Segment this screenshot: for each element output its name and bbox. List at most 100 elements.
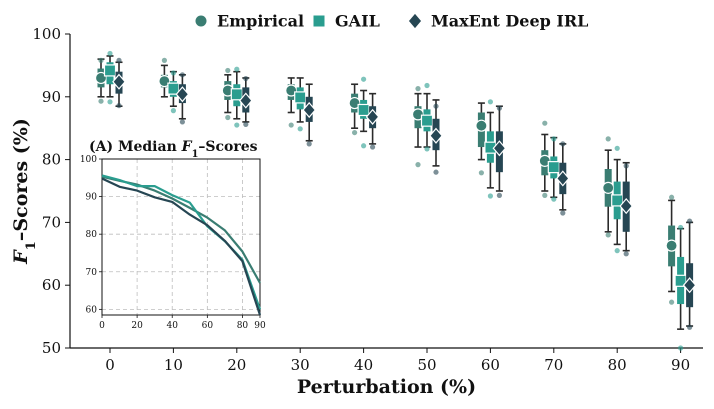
legend-label: Empirical (217, 12, 304, 31)
median-marker (294, 91, 307, 104)
median-marker (103, 64, 117, 77)
x-tick-label: 50 (417, 356, 436, 374)
inset-background (98, 135, 264, 331)
outlier-point (225, 67, 231, 74)
outlier-point (161, 57, 167, 63)
outlier-point (424, 82, 430, 89)
inset-x-tick-label: 60 (202, 321, 214, 331)
median-marker (619, 197, 634, 215)
median-marker (492, 140, 507, 157)
inset-frame (101, 158, 261, 316)
inset-title: (A) Median F1–Scores (89, 139, 258, 160)
inset-x-tick-label: 20 (131, 321, 143, 331)
inset-x-tick-label: 90 (254, 321, 266, 331)
inset-x-tick-label: 40 (166, 321, 178, 331)
median-marker (602, 181, 615, 194)
outlier-point (297, 126, 303, 132)
median-marker (238, 92, 253, 109)
median-marker (682, 277, 697, 294)
inset-x-tick-label: 80 (237, 321, 249, 331)
outlier-point (478, 170, 484, 176)
median-marker (429, 127, 443, 144)
outlier-point (433, 103, 439, 109)
outlier-point (234, 66, 240, 72)
outlier-point (487, 99, 493, 105)
x-tick-label: 40 (354, 356, 373, 374)
outlier-point (496, 105, 502, 111)
y-tick-label: 70 (42, 213, 61, 231)
x-tick-label: 0 (105, 356, 115, 374)
outlier-point (361, 143, 367, 149)
y-tick-label: 80 (42, 151, 61, 169)
outlier-point (669, 299, 675, 305)
outlier-point (288, 122, 294, 128)
legend-marker-2 (408, 13, 422, 29)
median-marker (475, 119, 488, 132)
outlier-point (98, 57, 104, 63)
x-tick-label: 80 (608, 356, 627, 374)
outlier-point (542, 192, 548, 198)
outlier-point (687, 324, 693, 330)
outlier-point (243, 75, 249, 82)
outlier-point (170, 70, 176, 76)
legend-label: GAIL (335, 12, 380, 31)
inset-y-tick-label: 90 (86, 193, 98, 203)
outlier-point (542, 120, 548, 126)
outlier-point (116, 57, 122, 63)
median-marker (302, 101, 317, 119)
median-marker (420, 114, 434, 127)
x-tick-label: 70 (544, 356, 563, 374)
y-tick-label: 100 (32, 25, 61, 43)
median-marker (665, 239, 678, 252)
outlier-point (361, 76, 367, 82)
inset-y-tick-label: 70 (86, 268, 98, 278)
outlier-point (605, 136, 611, 142)
median-marker (175, 86, 190, 103)
outlier-point (496, 192, 502, 198)
x-tick-label: 90 (671, 356, 690, 374)
outlier-point (179, 119, 185, 125)
outlier-point (415, 162, 421, 168)
inset-median-line-chart: (A) Median F1–Scores 0 20 40 60 80 90 60 70 80 90 1… (80, 135, 266, 331)
x-tick-label: 10 (164, 356, 183, 374)
median-marker (112, 73, 126, 90)
outlier-point (623, 163, 629, 169)
outlier-point (116, 102, 122, 109)
outlier-point (306, 141, 312, 147)
y-tick-label: 50 (42, 339, 61, 357)
outlier-point (623, 251, 629, 257)
inset-x-tick-label: 0 (99, 321, 105, 331)
outlier-point (424, 146, 430, 152)
outlier-point (614, 248, 620, 254)
outlier-point (551, 196, 557, 202)
x-axis-title: Perturbation (%) (297, 376, 476, 398)
outlier-point (678, 224, 684, 231)
x-tick-label: 60 (481, 356, 500, 374)
median-marker (357, 103, 370, 117)
y-tick-label: 90 (42, 88, 61, 106)
outlier-point (234, 122, 240, 128)
legend: Empirical GAIL MaxEnt Deep IRL (195, 12, 588, 31)
outlier-point (551, 136, 557, 142)
legend-marker-0 (195, 15, 207, 27)
outlier-point (170, 108, 176, 114)
outlier-point (107, 50, 113, 57)
inset-line-2 (101, 177, 262, 316)
outlier-point (225, 114, 231, 121)
outlier-point (687, 218, 693, 224)
legend-label: MaxEnt Deep IRL (431, 12, 588, 31)
median-marker (365, 108, 380, 125)
outlier-point (370, 144, 376, 150)
outlier-point (669, 194, 675, 200)
outlier-point (560, 210, 566, 216)
outlier-point (605, 232, 611, 238)
outlier-point (179, 72, 185, 78)
outlier-point (415, 86, 421, 92)
y-tick-label: 60 (42, 276, 61, 294)
inset-y-tick-label: 80 (86, 230, 98, 240)
main-box-plot: 50 60 70 80 90 100 0 10 20 30 40 50 60 70 80 90 Perturba… (10, 25, 703, 398)
x-tick-label: 30 (291, 356, 310, 374)
median-marker (230, 88, 243, 101)
outlier-point (352, 129, 358, 136)
